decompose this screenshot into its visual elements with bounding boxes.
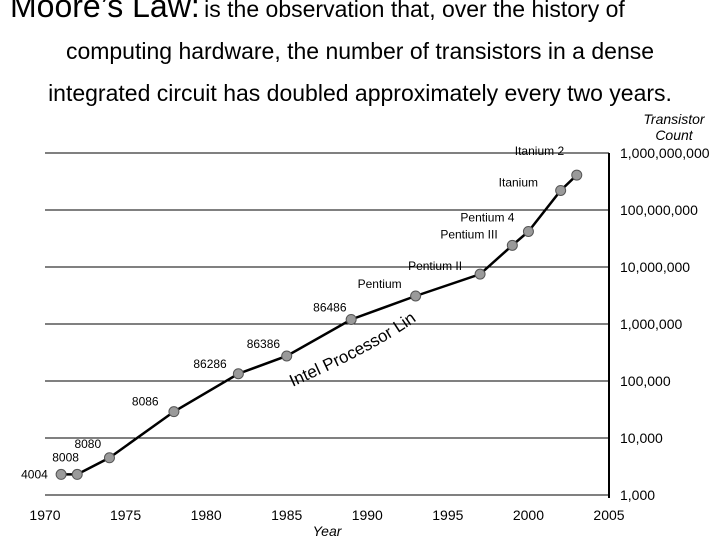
data-point	[71, 468, 83, 480]
x-axis-title: Year	[313, 523, 343, 539]
point-label: Itanium	[499, 175, 538, 189]
curve-label: Intel Processor Line	[0, 0, 419, 390]
heading-line-1: Moore’s Law: is the observation that, ov…	[10, 0, 625, 25]
data-point	[168, 406, 180, 418]
point-label: 86486	[313, 300, 347, 314]
data-point	[281, 350, 293, 362]
point-label: Pentium III	[440, 227, 497, 241]
data-point	[555, 184, 567, 196]
y-axis-title-line-1: Transistor	[643, 111, 706, 127]
x-tick-label: 1975	[110, 507, 141, 523]
y-tick-label: 100,000	[620, 373, 671, 389]
point-label: 8008	[52, 450, 79, 464]
point-label: Pentium 4	[460, 210, 514, 224]
y-tick-label: 1,000,000,000	[620, 145, 710, 161]
data-point	[232, 368, 244, 380]
moores-law-term: Moore’s Law:	[10, 0, 200, 24]
chart-series	[55, 169, 583, 480]
point-label: 86386	[247, 337, 281, 351]
point-label: Pentium II	[408, 259, 462, 273]
y-tick-label: 10,000,000	[620, 259, 690, 275]
data-point	[522, 225, 534, 237]
y-tick-label: 10,000	[620, 430, 663, 446]
data-point	[55, 468, 67, 480]
heading-line-3: integrated circuit has doubled approxima…	[48, 80, 672, 106]
point-label: 86286	[193, 357, 227, 371]
x-tick-label: 1970	[29, 507, 60, 523]
point-label: 8086	[132, 395, 159, 409]
point-label: Itanium 2	[515, 144, 565, 158]
point-label: Pentium	[358, 277, 402, 291]
data-point	[474, 268, 486, 280]
data-point	[345, 313, 357, 325]
data-point	[103, 452, 115, 464]
x-tick-label: 1995	[432, 507, 463, 523]
point-label: 8080	[74, 437, 101, 451]
x-tick-label: 1980	[191, 507, 222, 523]
chart-axes: 1,000 10,000 100,000 1,000,000 10,000,000 100…	[29, 145, 709, 523]
data-point	[410, 290, 422, 302]
heading-definition-start: is the observation that, over the histor…	[204, 0, 625, 22]
data-point	[571, 169, 583, 181]
y-tick-label: 1,000,000	[620, 316, 682, 332]
chart-grid	[45, 152, 609, 496]
point-label: 4004	[21, 467, 48, 481]
heading-line-2: computing hardware, the number of transi…	[65, 38, 655, 64]
x-tick-label: 1990	[352, 507, 383, 523]
y-tick-label: 1,000	[620, 487, 655, 503]
y-tick-label: 100,000,000	[620, 202, 698, 218]
x-tick-label: 2000	[513, 507, 544, 523]
x-tick-label: 2005	[593, 507, 624, 523]
x-tick-label: 1985	[271, 507, 302, 523]
data-point	[506, 239, 518, 251]
y-axis-title-line-2: Count	[655, 127, 693, 143]
